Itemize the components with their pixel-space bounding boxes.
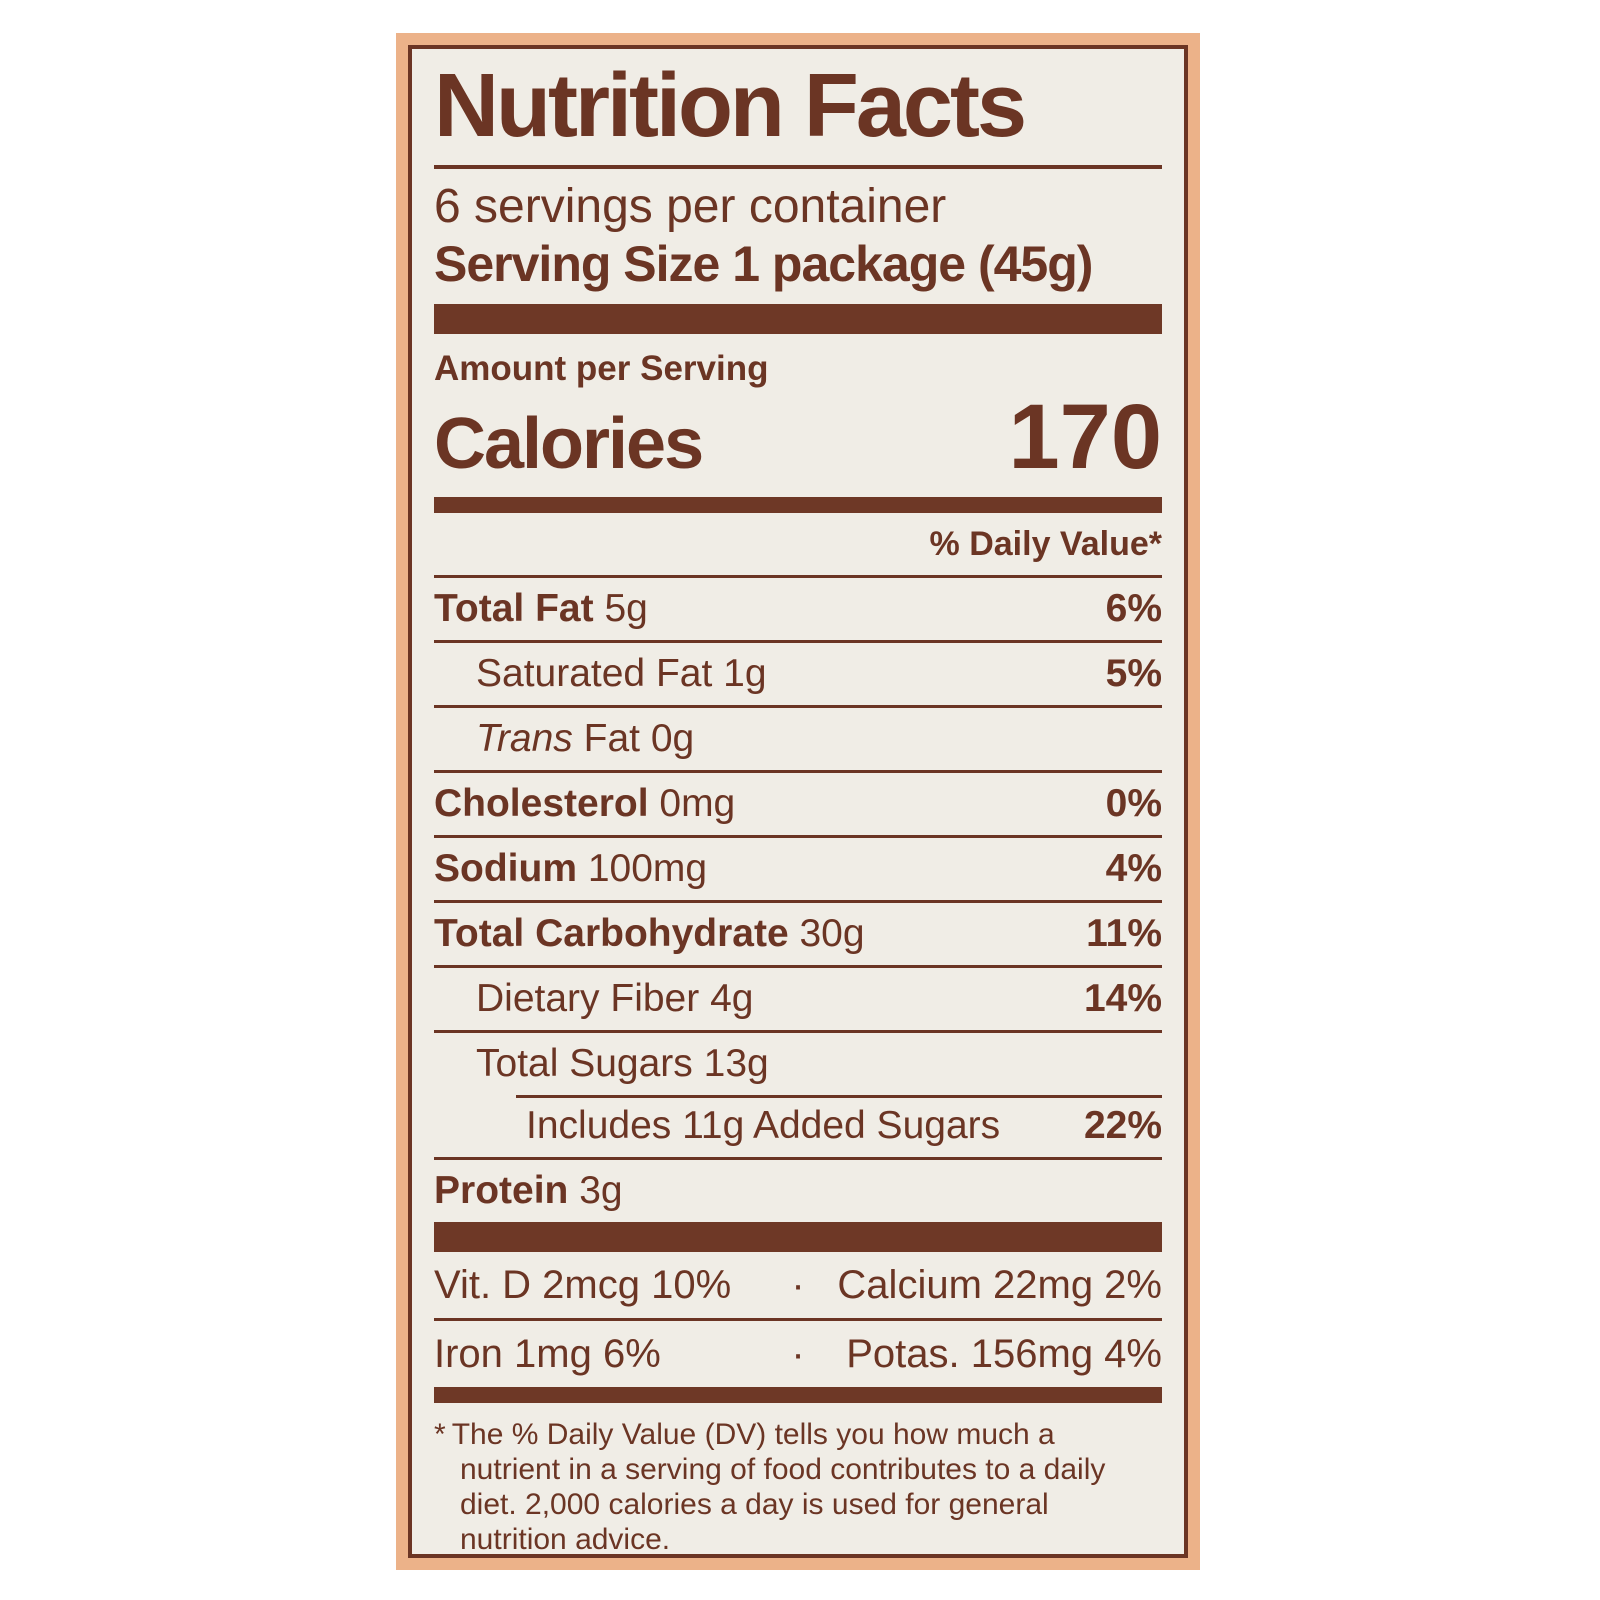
nutrient-name: Total Sugars 13g	[476, 1041, 769, 1085]
nutrition-label-frame: Nutrition Facts 6 servings per container…	[396, 33, 1200, 1570]
nutrient-name: Trans Fat 0g	[476, 716, 695, 760]
serving-size: Serving Size 1 package (45g)	[434, 236, 1093, 293]
nutrient-daily-value: 22%	[1083, 1103, 1162, 1147]
nutrient-row: Cholesterol 0mg 0%	[434, 769, 1162, 835]
footnote-asterisk: *	[434, 1417, 446, 1451]
nutrient-daily-value: 14%	[1083, 976, 1162, 1020]
calories-row: Calories 170	[434, 391, 1162, 483]
micronutrient-table: Vit. D 2mcg 10% · Calcium 22mg 2% Iron 1mg …	[434, 1252, 1162, 1387]
nutrient-row: Protein 3g	[434, 1156, 1162, 1222]
thick-divider-bar	[434, 304, 1162, 335]
nutrient-name: Includes 11g Added Sugars	[526, 1103, 1001, 1147]
nutrient-table: Total Fat 5g 6% Saturated Fat 1g 5% Trans Fa…	[434, 578, 1162, 1222]
micronutrient-left: Iron 1mg 6%	[434, 1331, 661, 1376]
micronutrient-left: Vit. D 2mcg 10%	[434, 1262, 732, 1307]
nutrient-name: Sodium 100mg	[434, 846, 708, 890]
nutrient-row: Trans Fat 0g	[434, 704, 1162, 770]
footnote-text: The % Daily Value (DV) tells you how muc…	[451, 1417, 1106, 1556]
nutrient-row: Includes 11g Added Sugars 22%	[434, 1094, 1162, 1157]
nutrient-row: Dietary Fiber 4g 14%	[434, 964, 1162, 1030]
nutrient-row: Total Sugars 13g	[434, 1029, 1162, 1095]
medium-divider-bar	[434, 1386, 1162, 1403]
nutrient-daily-value: 5%	[1105, 651, 1162, 695]
nutrient-name: Saturated Fat 1g	[476, 651, 767, 695]
footnote: * The % Daily Value (DV) tells you how mu…	[434, 1417, 1162, 1556]
medium-divider-bar	[434, 496, 1162, 513]
nutrient-name: Total Fat 5g	[434, 586, 648, 630]
calories-value: 170	[1008, 385, 1163, 488]
nutrient-name: Protein 3g	[434, 1168, 623, 1212]
thick-divider-bar	[434, 1221, 1162, 1252]
micronutrient-right: Potas. 156mg 4%	[846, 1331, 1162, 1376]
micronutrient-row: Vit. D 2mcg 10% · Calcium 22mg 2%	[434, 1252, 1162, 1318]
nutrient-name: Dietary Fiber 4g	[476, 976, 754, 1020]
servings-per-container: 6 servings per container	[434, 180, 947, 233]
nutrient-row: Saturated Fat 1g 5%	[434, 639, 1162, 705]
label-title: Nutrition Facts	[434, 56, 1027, 156]
nutrient-daily-value: 4%	[1105, 846, 1162, 890]
nutrient-daily-value: 6%	[1105, 586, 1162, 630]
micronutrient-right: Calcium 22mg 2%	[837, 1262, 1162, 1307]
nutrient-row: Sodium 100mg 4%	[434, 834, 1162, 900]
nutrient-name: Total Carbohydrate 30g	[434, 911, 865, 955]
separator-dot: ·	[791, 1331, 805, 1376]
title-divider	[434, 165, 1162, 169]
micronutrient-row: Iron 1mg 6% · Potas. 156mg 4%	[434, 1317, 1162, 1387]
nutrient-row: Total Carbohydrate 30g 11%	[434, 899, 1162, 965]
calories-label: Calories	[434, 403, 704, 484]
nutrition-label: Nutrition Facts 6 servings per container…	[408, 45, 1188, 1558]
nutrient-row: Total Fat 5g 6%	[434, 578, 1162, 640]
daily-value-header: % Daily Value*	[434, 525, 1162, 578]
separator-dot: ·	[791, 1262, 805, 1307]
amount-per-serving-label: Amount per Serving	[434, 349, 769, 389]
nutrient-daily-value: 0%	[1105, 781, 1162, 825]
nutrient-daily-value: 11%	[1086, 911, 1162, 955]
nutrient-name: Cholesterol 0mg	[434, 781, 736, 825]
